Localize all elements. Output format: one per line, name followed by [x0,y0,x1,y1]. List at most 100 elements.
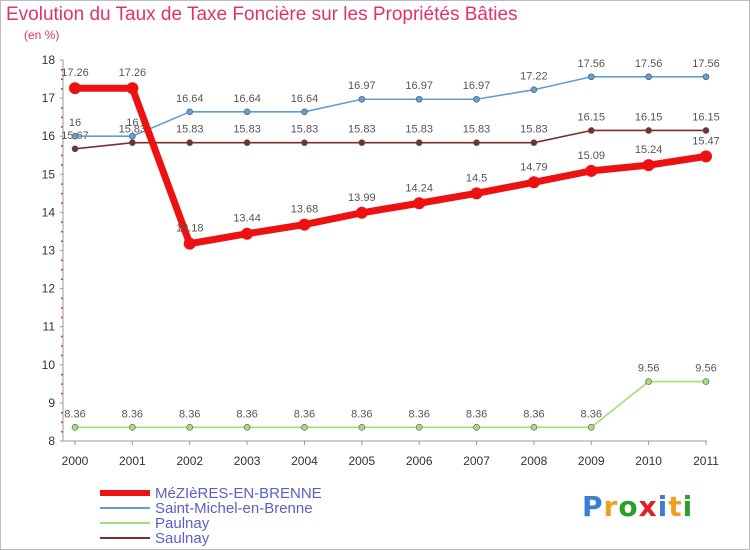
data-point [700,150,712,163]
y-tick-label: 14 [42,205,56,219]
y-tick-label: 11 [43,320,56,334]
data-label: 15.83 [520,124,548,136]
y-minor-tick [61,373,63,376]
data-label: 17.26 [119,67,147,79]
data-label: 8.36 [408,408,429,420]
data-point [530,86,538,94]
y-minor-tick [61,192,63,195]
chart-title: Evolution du Taux de Taxe Foncière sur l… [6,4,518,25]
y-tick-label: 9 [48,396,55,410]
data-point [587,423,595,431]
data-point [301,108,308,116]
y-minor-tick [61,240,63,242]
data-point [71,423,79,431]
y-minor-tick [61,126,63,128]
data-point [129,132,136,140]
data-point [473,423,480,431]
y-minor-tick [61,145,63,147]
data-label: 17.56 [578,58,606,70]
data-label: 16.15 [635,111,663,123]
data-point [530,423,538,431]
data-point [71,145,79,153]
data-label: 8.36 [236,408,257,420]
data-label: 14.5 [466,172,487,184]
data-label: 17.56 [692,58,720,70]
data-label: 15.83 [291,124,319,136]
data-point [126,82,139,95]
data-point [358,95,366,103]
data-label: 8.36 [466,408,487,420]
data-point [358,423,366,431]
data-point [243,139,251,146]
data-point [186,108,194,116]
x-tick-label: 2004 [291,454,318,468]
y-tick-label: 10 [42,358,56,372]
y-minor-tick [61,221,63,223]
x-tick-label: 2001 [119,454,146,468]
y-minor-tick [61,164,63,166]
data-label: 16.15 [578,111,606,123]
y-tick-label: 17 [42,91,56,105]
data-point [473,139,480,146]
data-point [645,378,652,385]
data-label: 16.64 [291,93,319,105]
data-point [241,227,254,240]
data-point [415,95,423,103]
data-point [415,139,423,146]
y-minor-tick [61,269,63,271]
legend-label: Saint-Michel-en-Brenne [155,500,313,517]
y-minor-tick [61,316,63,319]
y-minor-tick [61,88,63,90]
data-label: 17.56 [635,58,663,70]
logo-letter: o [618,490,639,523]
x-tick-label: 2003 [234,454,261,468]
data-label: 16 [126,117,138,129]
x-tick-label: 2005 [348,454,375,468]
data-label: 8.36 [122,408,143,420]
y-minor-tick [61,430,63,433]
data-point [186,423,194,431]
data-label: 15.09 [578,150,606,162]
y-tick-label: 16 [42,129,56,143]
data-point [645,73,652,81]
data-point [585,164,598,177]
y-minor-tick [61,297,63,300]
y-tick-label: 12 [42,282,56,296]
data-point [129,423,136,431]
data-point [587,73,595,81]
data-label: 8.36 [523,408,544,420]
y-minor-tick [61,69,63,71]
data-point [298,218,311,231]
y-tick-label: 8 [48,434,55,448]
data-label: 14.24 [405,182,433,194]
data-point [473,95,480,103]
data-label: 16.64 [233,93,261,105]
y-minor-tick [61,107,63,109]
y-minor-tick [61,411,63,414]
data-label: 9.56 [638,363,659,375]
data-point [415,423,423,431]
data-label: 15.83 [233,124,261,136]
data-point [71,132,79,140]
data-label: 15.83 [348,124,376,136]
data-point [301,423,308,431]
data-label: 13.99 [348,192,376,204]
data-label: 8.36 [64,408,85,420]
x-tick-label: 2008 [521,454,548,468]
data-label: 17.26 [61,67,89,79]
data-point [301,139,308,146]
data-label: 15.24 [635,144,663,156]
logo-letter: i [657,490,669,523]
series-line [75,84,707,248]
y-tick-label: 13 [42,244,56,258]
data-point [530,139,538,146]
series-line [75,380,706,429]
data-label: 9.56 [695,363,716,375]
x-tick-label: 2006 [406,454,433,468]
data-label: 13.18 [176,223,204,235]
data-label: 15.47 [692,135,720,147]
data-point [645,127,652,134]
y-tick-label: 15 [42,167,56,181]
y-minor-tick [61,154,63,157]
data-label: 16.64 [176,93,204,105]
